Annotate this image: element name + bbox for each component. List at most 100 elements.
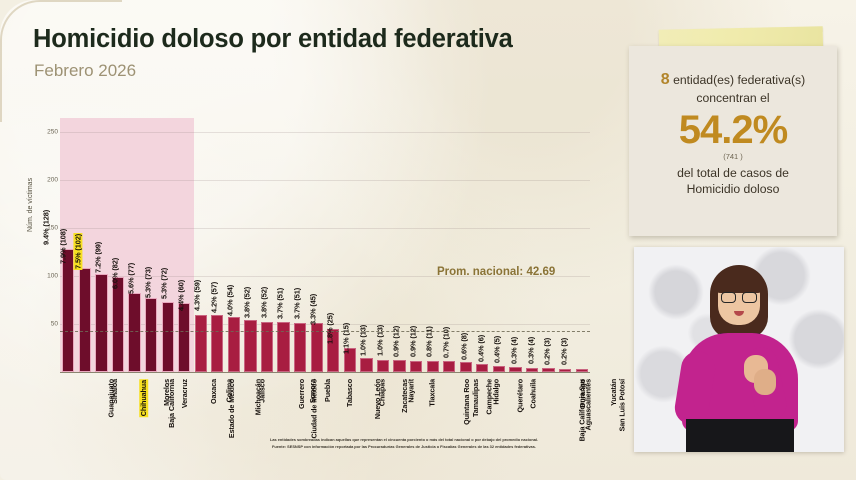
bar[interactable]: [260, 322, 274, 372]
bar[interactable]: [426, 360, 439, 372]
bar[interactable]: [327, 328, 340, 372]
bar-value-label: 3.3% (45): [308, 293, 318, 325]
bar-value-label: 3.8% (52): [242, 287, 252, 319]
bar[interactable]: [211, 315, 224, 372]
bar-value-label: 7.2% (99): [93, 241, 103, 274]
bar-group[interactable]: 0.6% (8) Querétaro: [460, 118, 525, 412]
bar[interactable]: [78, 268, 91, 372]
bar[interactable]: [360, 357, 373, 372]
bar[interactable]: [509, 367, 522, 372]
bar-group[interactable]: 0.4% (6) Coahuila: [476, 118, 537, 408]
bar[interactable]: [459, 362, 472, 372]
bar-group[interactable]: 3.8% (52) Sonora: [259, 118, 317, 403]
bar[interactable]: [294, 323, 307, 372]
sign-language-video[interactable]: [634, 247, 844, 452]
bar-group[interactable]: 5.6% (77) Veracruz: [127, 118, 190, 408]
bar-group[interactable]: 7.5% (102) Chihuahua: [73, 118, 149, 418]
bar-group[interactable]: 4.2% (57) Jalisco: [209, 118, 266, 402]
y-tick-label: 250: [47, 128, 58, 136]
bar-category-label: Morelos: [161, 379, 171, 406]
bar[interactable]: [492, 366, 506, 372]
bar[interactable]: [393, 359, 406, 372]
bar[interactable]: [62, 249, 75, 372]
bar[interactable]: [194, 314, 207, 372]
bar-value-label: 0.6% (8): [459, 333, 469, 361]
bar[interactable]: [310, 323, 323, 372]
bar[interactable]: [525, 368, 539, 372]
bar[interactable]: [95, 274, 108, 372]
card-total-line: del total de casos de Homicidio doloso: [629, 165, 837, 198]
bar[interactable]: [111, 277, 125, 372]
bar-value-label: 0.4% (5): [492, 336, 502, 364]
bar-group[interactable]: 5.3% (73) Estado de México: [143, 118, 236, 438]
bar-group[interactable]: 0.9% (12) Tamaulipas: [408, 118, 480, 417]
bar-group[interactable]: 3.7% (51) Puebla: [276, 118, 333, 402]
bar[interactable]: [575, 369, 588, 372]
average-line-label: Prom. nacional: 42.69: [437, 266, 556, 278]
bar-value-label: 0.2% (3): [559, 337, 569, 366]
bar-group[interactable]: 5.3% (72) Oaxaca: [160, 118, 219, 404]
interpreter-mouth: [734, 311, 744, 316]
bar-group[interactable]: 1.0% (13) Tlaxcala: [375, 118, 436, 406]
bar-group[interactable]: 1.1% (15) Zacatecas: [342, 118, 409, 412]
bar-group[interactable]: 0.4% (5) Baja California Sur: [493, 118, 587, 441]
bar[interactable]: [376, 359, 390, 372]
bar-group[interactable]: 0.7% (10) Hidalgo: [441, 118, 500, 404]
bar-group[interactable]: 0.8% (11) Campeche: [425, 118, 494, 415]
bar-group[interactable]: 3.7% (51) Tabasco: [292, 118, 354, 407]
bar-category-label: Tlaxcala: [427, 379, 437, 407]
bar-value-label: 1.8% (25): [325, 312, 335, 345]
summary-card: 8 entidad(es) federativa(s) concentran e…: [629, 46, 837, 236]
bar[interactable]: [161, 302, 174, 372]
bar-group[interactable]: 6.0% (82) Morelos: [110, 118, 170, 406]
bar-value-label: 0.3% (4): [509, 337, 519, 365]
bar[interactable]: [144, 298, 158, 372]
interpreter-pants: [686, 419, 794, 452]
x-axis-line: [60, 372, 590, 373]
bar[interactable]: [476, 364, 489, 372]
bar-value-label: 4.2% (57): [209, 282, 219, 314]
card-total-text-b: Homicidio doloso: [686, 182, 780, 197]
bar-group[interactable]: 0.9% (12) Quintana Roo: [392, 118, 472, 425]
bar-group[interactable]: 3.3% (45) Nuevo León: [309, 118, 383, 419]
glasses-icon: [721, 292, 757, 303]
bar-group[interactable]: 3.8% (52) Guerrero: [242, 118, 306, 409]
bar[interactable]: [559, 369, 572, 372]
bar-value-label: 3.7% (51): [292, 287, 302, 320]
card-entity-count: 8: [660, 71, 670, 88]
bar[interactable]: [542, 368, 555, 372]
bar[interactable]: [244, 320, 257, 372]
average-line: [60, 331, 590, 333]
bar-group[interactable]: 4.3% (59) Michoacán: [193, 118, 263, 415]
bar-value-label: 4.3% (59): [192, 280, 202, 312]
bar-value-label: 0.2% (3): [542, 337, 552, 366]
bar-category-label: Colima: [224, 379, 234, 403]
bar-group[interactable]: 7.2% (99) Baja California: [93, 118, 175, 428]
bar-group[interactable]: 9.4% (128) Guanajuato: [42, 118, 116, 417]
bar-category-label: Puebla: [323, 379, 333, 402]
bar-group[interactable]: 0.3% (4) Aguascalientes: [509, 118, 592, 430]
bar-group[interactable]: 1.8% (25) Chiapas: [325, 118, 386, 406]
bar-group[interactable]: 7.9% (108) Sinaloa: [58, 118, 118, 404]
bar-group[interactable]: 0.2% (3) San Luis Potosí: [543, 118, 627, 431]
bar[interactable]: [409, 360, 423, 372]
bar[interactable]: [128, 293, 141, 372]
bar[interactable]: [443, 361, 456, 372]
gridline: [60, 180, 590, 182]
bar-group[interactable]: 4.0% (54) Ciudad de México: [226, 118, 319, 438]
card-entity-line: 8 entidad(es) federativa(s): [629, 71, 837, 89]
bar-group[interactable]: 4.4% (60) Colima: [176, 118, 233, 402]
card-entity-text: entidad(es) federativa(s): [673, 73, 806, 87]
gridline: [60, 228, 590, 230]
bar-chart: Núm. de víctimas 50 100 150 200 250 9.4% (12…: [27, 118, 627, 441]
bar[interactable]: [343, 348, 356, 372]
bar-group[interactable]: 0.3% (4) Durango: [526, 118, 586, 408]
bar[interactable]: [227, 317, 241, 372]
y-tick-label: 100: [47, 272, 58, 280]
bar-group[interactable]: 0.2% (3) Yucatán: [559, 118, 617, 406]
bar[interactable]: [178, 303, 191, 372]
bar-category-label: Quintana Roo: [462, 379, 471, 425]
bar-value-label: 4.0% (54): [225, 285, 235, 317]
bar-group[interactable]: 1.0% (13) Nayarit: [358, 118, 415, 402]
bar[interactable]: [277, 322, 290, 372]
